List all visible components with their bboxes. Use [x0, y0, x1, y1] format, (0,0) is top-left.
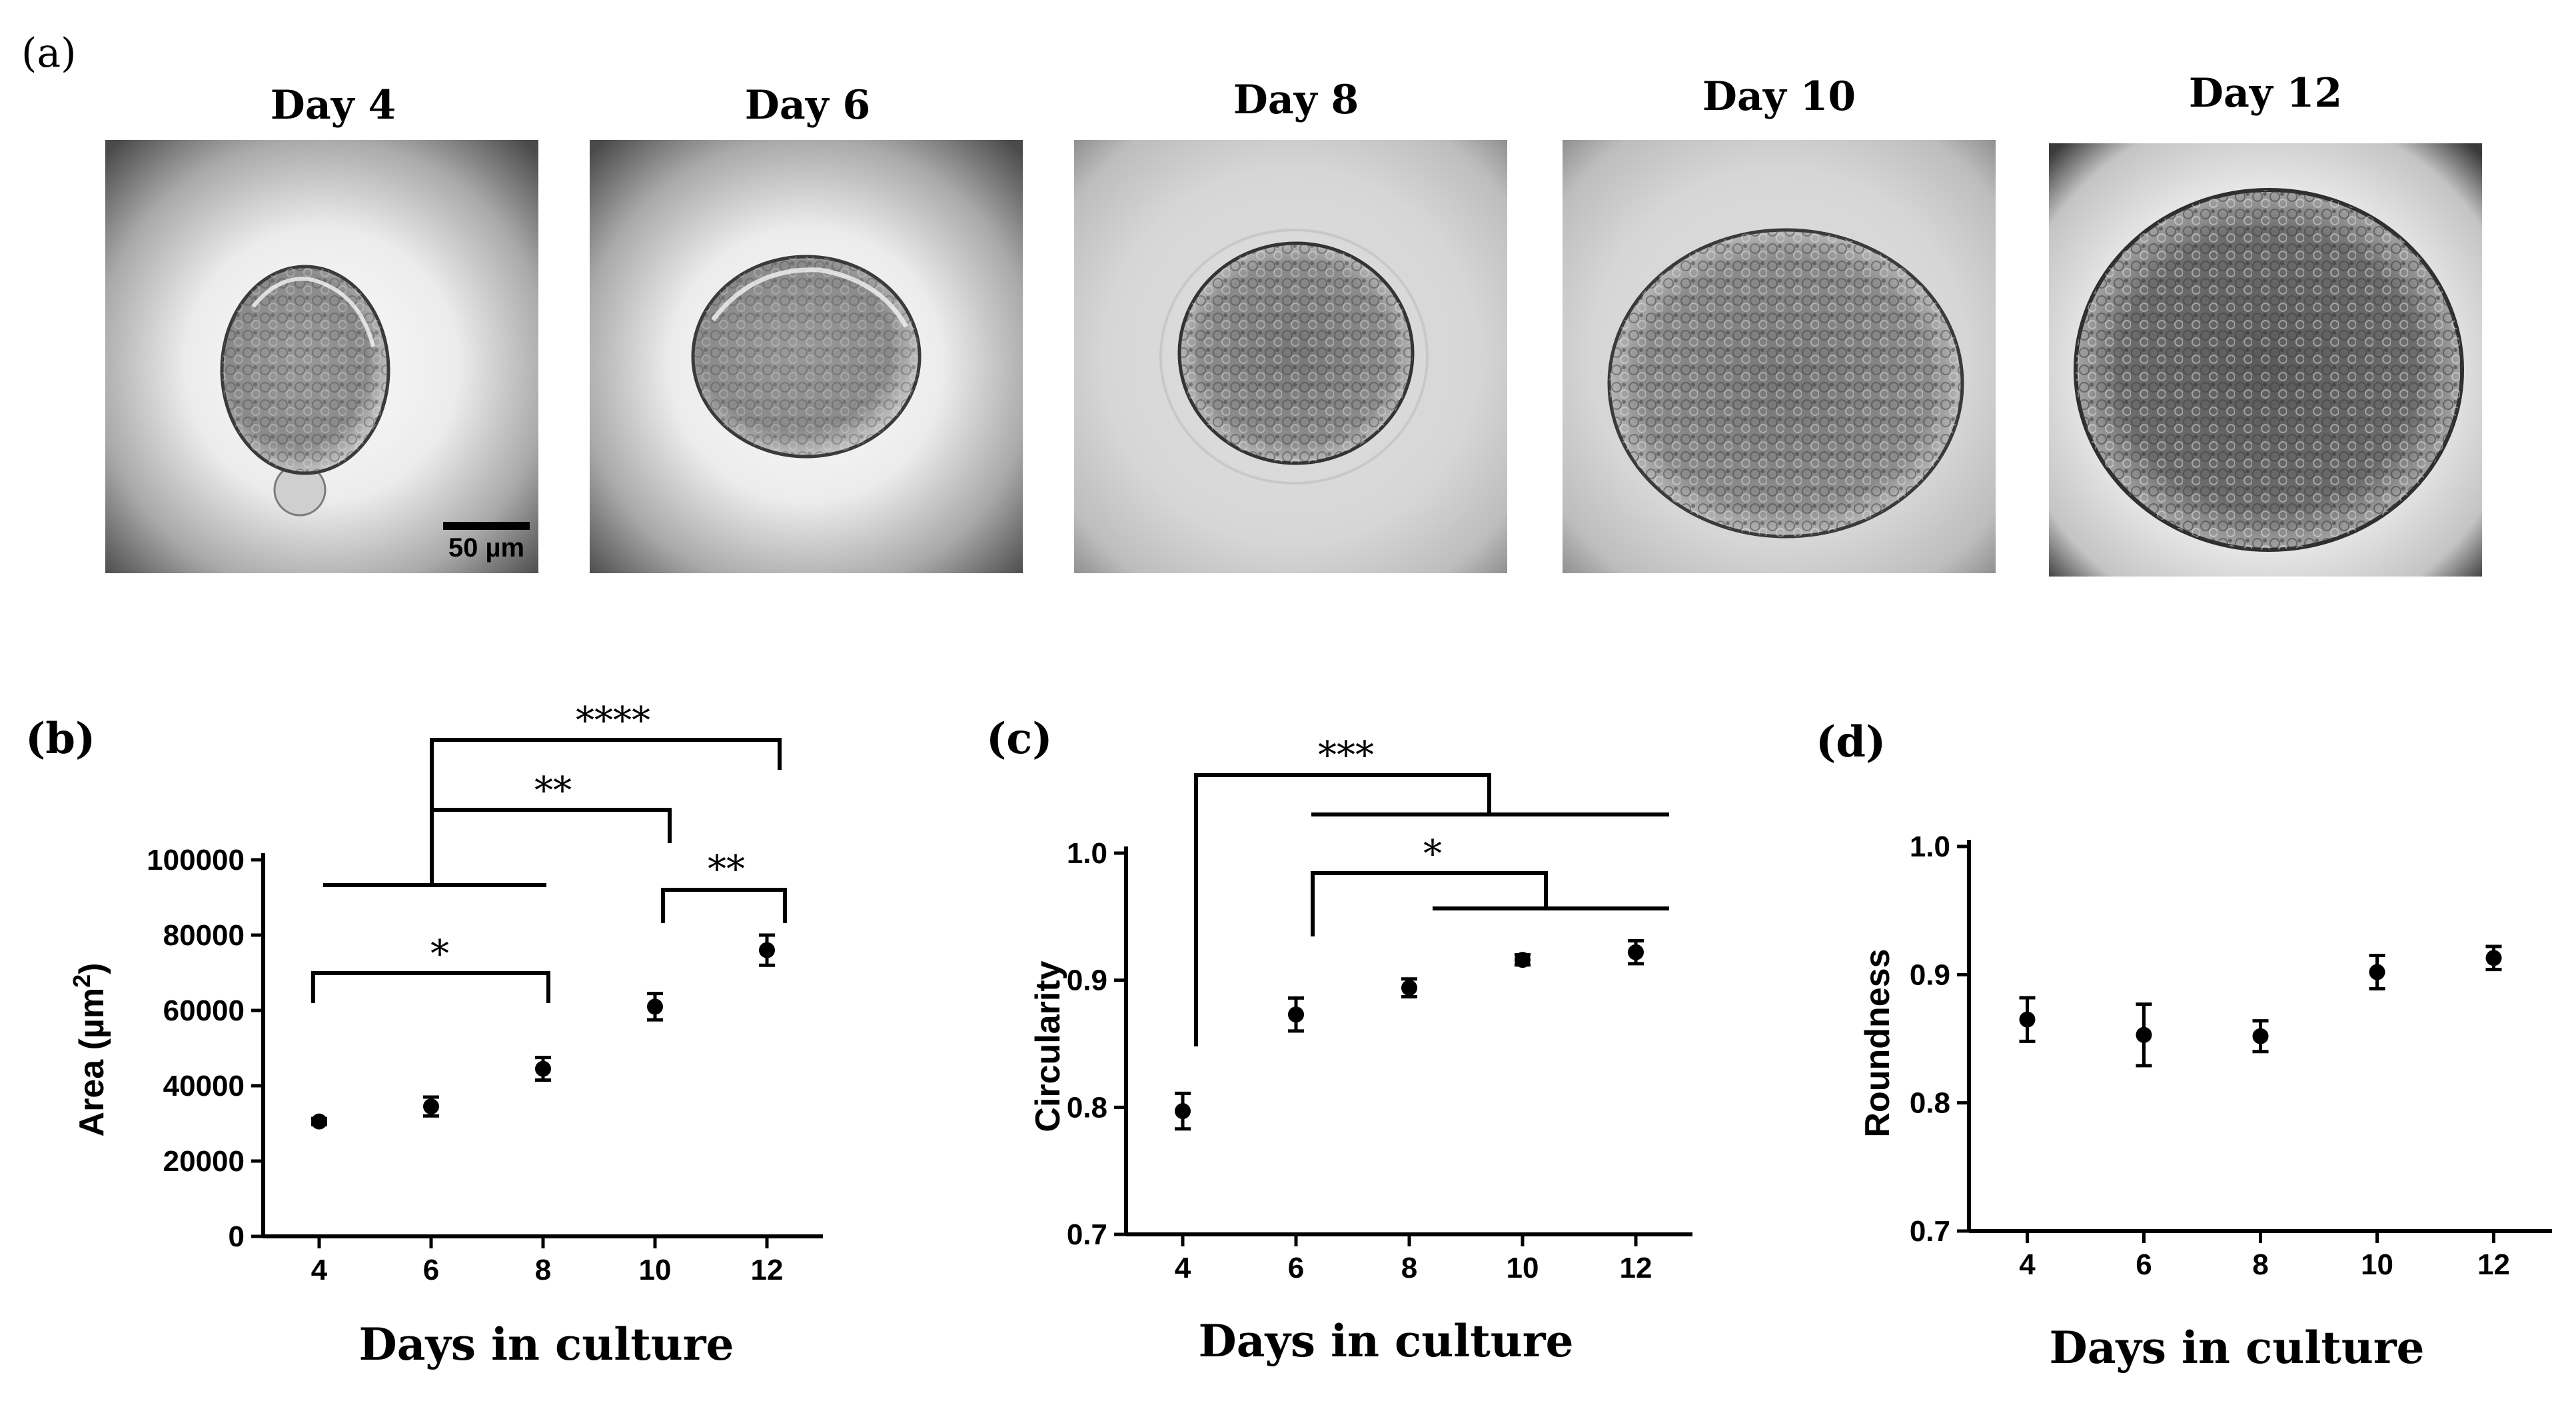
x-tick-label: 8: [535, 1254, 551, 1286]
y-tick-label: 0: [229, 1220, 245, 1253]
y-tick-label: 0.9: [1067, 964, 1107, 997]
x-tick-label: 8: [2252, 1248, 2268, 1281]
significance-bracket: [430, 738, 782, 885]
y-axis-label-sup: 2: [68, 974, 95, 988]
significance-bracket: [311, 971, 550, 1003]
x-tick-label: 10: [1507, 1252, 1539, 1284]
micrograph-title: Day 8: [1233, 77, 1359, 123]
x-tick-label: 12: [1620, 1252, 1652, 1284]
data-point: [535, 1060, 551, 1077]
data-point: [1628, 944, 1644, 960]
data-point: [1288, 1006, 1304, 1023]
x-tick-label: 10: [2361, 1248, 2393, 1281]
scale-bar: [443, 522, 530, 530]
data-point: [2485, 950, 2502, 966]
x-tick-label: 6: [423, 1254, 439, 1286]
micrograph-day-4: Day 4 50 µm: [105, 82, 538, 573]
panel-label: (c): [986, 714, 1053, 764]
x-axis-label: Days in culture: [359, 1318, 734, 1370]
x-axis-label: Days in culture: [2050, 1322, 2425, 1374]
y-tick-label: 60000: [163, 994, 245, 1027]
y-axis-label-end: ): [73, 963, 111, 974]
x-axis-label: Days in culture: [1199, 1315, 1574, 1367]
y-tick-label: 20000: [163, 1145, 245, 1178]
data-point: [1175, 1103, 1191, 1120]
micrograph-title: Day 6: [745, 82, 870, 129]
x-tick-label: 10: [639, 1254, 672, 1286]
y-axis-label: Area (µm2): [68, 963, 111, 1137]
data-point: [2019, 1011, 2036, 1028]
significance-bracket: [1194, 773, 1491, 1046]
y-axis-label: Roundness: [1858, 948, 1897, 1137]
y-tick-label: 100000: [147, 844, 245, 876]
x-tick-label: 12: [751, 1254, 784, 1286]
significance-label: **: [708, 848, 745, 891]
micrograph-day-6: Day 6: [590, 82, 1023, 573]
data-point: [1515, 952, 1531, 968]
data-point: [311, 1113, 327, 1130]
chart-area: (d) 0.70.80.91.04 6 8 10 12 Days in culture …: [1816, 717, 2552, 1374]
x-tick-label: 6: [2136, 1248, 2152, 1281]
micrograph-title: Day 4: [271, 82, 396, 129]
significance-label: **: [534, 769, 572, 812]
significance-label: *: [1423, 832, 1442, 876]
y-axis-label-main: Area (µm: [73, 988, 111, 1137]
y-tick-label: 1.0: [1910, 830, 1950, 863]
chart-area: (b) 0 20000 40000 60000 80000 100000 4 6 8 10 12 *…: [25, 699, 823, 1370]
significance-label: ***: [1318, 734, 1374, 777]
significance-label: *: [430, 932, 449, 976]
scale-bar-label: 50 µm: [448, 533, 524, 563]
x-tick-label: 6: [1288, 1252, 1304, 1284]
significance-label: ****: [576, 699, 650, 742]
significance-bracket: [661, 888, 787, 923]
y-tick-label: 0.8: [1067, 1091, 1107, 1124]
micrograph-day-12: Day 12: [2049, 70, 2482, 577]
y-tick-label: 1.0: [1067, 837, 1107, 870]
chart-area: (c) 0.70.80.91.04 6 8 10 12 **** Days in cul…: [986, 714, 1692, 1367]
y-tick-label: 0.7: [1910, 1215, 1950, 1248]
y-tick-label: 0.7: [1067, 1218, 1107, 1251]
y-tick-label: 80000: [163, 919, 245, 952]
data-point: [2252, 1028, 2269, 1044]
data-point: [759, 942, 775, 958]
panel-label: (b): [25, 714, 95, 764]
micrograph-day-8: Day 8: [1074, 77, 1507, 573]
y-tick-label: 40000: [163, 1070, 245, 1102]
data-point: [1401, 980, 1417, 996]
y-tick-label: 0.9: [1910, 958, 1950, 991]
micrograph-title: Day 10: [1702, 73, 1856, 120]
x-tick-label: 4: [311, 1254, 328, 1286]
significance-bracket: [432, 808, 672, 843]
data-point: [423, 1098, 439, 1115]
data-point: [647, 998, 663, 1015]
x-tick-label: 4: [1175, 1252, 1191, 1284]
micrograph-title: Day 12: [2189, 70, 2342, 117]
data-point: [2136, 1026, 2152, 1043]
y-axis-label: Circularity: [1029, 960, 1067, 1132]
y-tick-label: 0.8: [1910, 1087, 1950, 1120]
panel-label: (d): [1816, 717, 1886, 767]
x-tick-label: 12: [2477, 1248, 2510, 1281]
x-tick-label: 8: [1401, 1252, 1417, 1284]
x-tick-label: 4: [2019, 1248, 2036, 1281]
data-point: [2369, 964, 2385, 980]
micrograph-day-10: Day 10: [1563, 73, 1996, 573]
panel-a-label: (a): [21, 30, 77, 77]
significance-bracket: [1311, 871, 1548, 936]
